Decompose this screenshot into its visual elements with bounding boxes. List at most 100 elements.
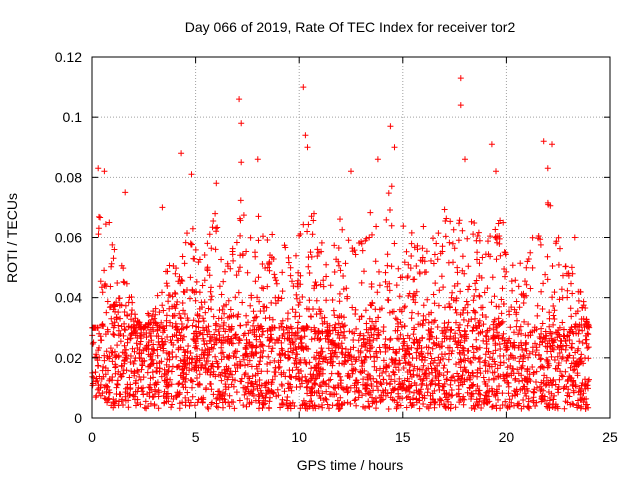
data-point bbox=[252, 278, 259, 285]
data-point bbox=[280, 331, 287, 337]
data-point bbox=[358, 279, 365, 286]
data-point bbox=[222, 386, 229, 393]
data-point bbox=[255, 326, 262, 333]
data-point bbox=[430, 235, 436, 242]
data-point bbox=[110, 306, 117, 313]
data-point bbox=[431, 399, 438, 406]
data-point bbox=[466, 283, 473, 290]
data-point bbox=[539, 338, 546, 345]
data-point bbox=[140, 374, 147, 381]
data-point bbox=[405, 346, 411, 353]
data-point bbox=[338, 329, 344, 336]
data-point bbox=[278, 339, 285, 346]
data-point bbox=[96, 330, 103, 337]
data-point bbox=[513, 386, 520, 393]
data-point bbox=[116, 301, 123, 308]
data-point bbox=[129, 307, 135, 314]
data-point bbox=[403, 404, 410, 411]
data-point bbox=[207, 338, 214, 345]
data-point bbox=[202, 347, 209, 354]
data-point bbox=[188, 241, 195, 248]
data-point bbox=[306, 306, 312, 313]
data-point bbox=[290, 283, 297, 290]
data-point bbox=[323, 381, 330, 388]
data-point bbox=[106, 219, 113, 226]
data-point bbox=[334, 353, 340, 360]
data-point bbox=[566, 337, 573, 343]
data-point bbox=[107, 303, 114, 310]
data-point bbox=[198, 299, 205, 306]
data-point bbox=[388, 263, 395, 270]
data-point bbox=[167, 376, 174, 383]
data-point bbox=[444, 376, 451, 383]
data-point bbox=[101, 357, 108, 364]
data-point bbox=[95, 382, 102, 389]
data-point bbox=[258, 284, 265, 291]
data-point bbox=[190, 317, 197, 324]
data-point bbox=[286, 336, 293, 343]
data-point bbox=[256, 377, 263, 383]
data-point bbox=[515, 331, 522, 338]
data-point bbox=[446, 239, 453, 246]
data-point bbox=[355, 337, 362, 344]
data-point bbox=[136, 350, 143, 357]
data-point bbox=[294, 351, 301, 358]
data-point bbox=[326, 405, 332, 412]
data-point bbox=[294, 295, 300, 302]
data-point bbox=[225, 297, 232, 304]
data-point bbox=[385, 297, 392, 304]
data-point bbox=[508, 352, 515, 359]
data-point bbox=[363, 320, 370, 327]
data-point bbox=[544, 348, 551, 355]
data-point bbox=[200, 351, 207, 358]
data-point bbox=[510, 342, 517, 348]
data-point bbox=[484, 383, 491, 389]
data-point bbox=[266, 398, 273, 405]
data-point bbox=[93, 354, 100, 361]
data-point bbox=[363, 235, 370, 242]
data-point bbox=[265, 343, 272, 350]
y-tick-label: 0.08 bbox=[55, 169, 82, 185]
data-point bbox=[412, 299, 419, 306]
data-point bbox=[139, 361, 146, 368]
data-point bbox=[174, 298, 181, 305]
data-point bbox=[132, 315, 139, 322]
data-point bbox=[127, 359, 134, 366]
data-point bbox=[506, 403, 513, 410]
data-point bbox=[391, 240, 398, 247]
data-point bbox=[557, 245, 563, 252]
data-point bbox=[440, 284, 447, 291]
data-point bbox=[323, 396, 330, 403]
data-point bbox=[469, 343, 476, 350]
data-point bbox=[577, 355, 584, 362]
data-point bbox=[369, 231, 375, 238]
data-point bbox=[279, 382, 286, 389]
data-point bbox=[268, 379, 275, 386]
data-point bbox=[146, 384, 153, 391]
data-point bbox=[256, 298, 263, 305]
data-point bbox=[420, 362, 427, 369]
data-point bbox=[299, 380, 305, 387]
data-point bbox=[100, 363, 107, 370]
data-point bbox=[133, 340, 140, 347]
data-point bbox=[373, 405, 379, 412]
data-point bbox=[105, 396, 112, 402]
data-point bbox=[120, 370, 127, 377]
data-point bbox=[243, 248, 250, 255]
data-point bbox=[305, 221, 312, 228]
data-point bbox=[344, 389, 351, 396]
data-point bbox=[497, 252, 504, 259]
data-point bbox=[246, 339, 253, 346]
data-point bbox=[337, 216, 343, 223]
data-point bbox=[212, 353, 219, 360]
data-point bbox=[180, 307, 187, 314]
data-point bbox=[500, 219, 507, 226]
y-tick-label: 0.1 bbox=[63, 109, 83, 125]
data-point bbox=[178, 150, 185, 157]
data-point bbox=[399, 386, 406, 392]
data-point bbox=[576, 338, 583, 345]
data-point bbox=[249, 380, 256, 387]
data-point bbox=[168, 381, 175, 388]
data-point bbox=[452, 338, 459, 345]
data-point bbox=[177, 335, 184, 342]
